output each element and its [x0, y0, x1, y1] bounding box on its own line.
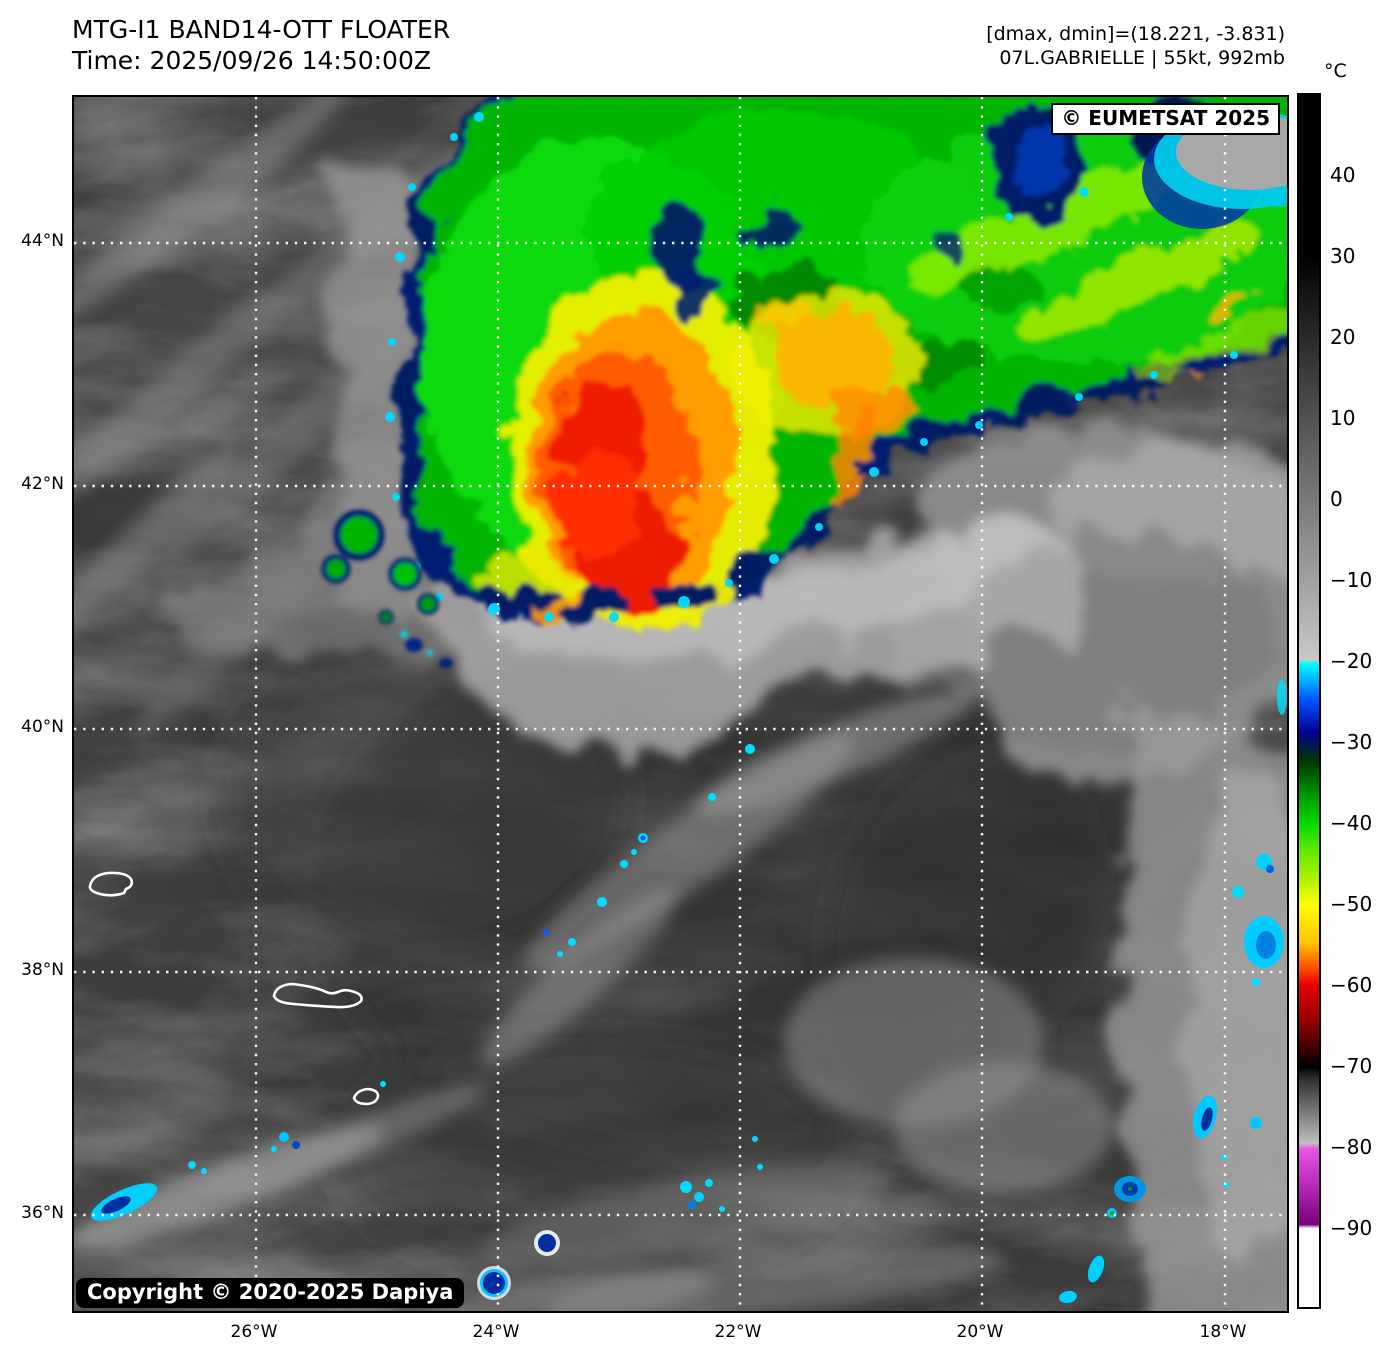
satellite-image	[74, 97, 1287, 1311]
island-outlines	[88, 871, 380, 1106]
cyan-rim-dots	[385, 112, 1238, 622]
colorbar-tick-40: 40	[1330, 163, 1356, 187]
cold-speckles	[90, 679, 1287, 1304]
lat-label-40n: 40°N	[21, 717, 64, 737]
satellite-map: © EUMETSAT 2025 Copyright © 2020-2025 Da…	[72, 95, 1289, 1313]
island-outline-3	[352, 1087, 380, 1106]
colorbar-tick-m10: −10	[1330, 568, 1373, 592]
eumetsat-watermark: © EUMETSAT 2025	[1051, 103, 1280, 135]
secondary-warm-tops	[724, 282, 914, 497]
lat-label-38n: 38°N	[21, 960, 64, 980]
cold-cloud-shield	[384, 97, 1287, 624]
colorbar-tick-m60: −60	[1330, 973, 1373, 997]
colorbar-tick-m90: −90	[1330, 1216, 1373, 1240]
copyright-badge: Copyright © 2020-2025 Dapiya	[76, 1278, 465, 1308]
speckle-cluster-southwest	[90, 1132, 300, 1221]
lon-label-24w: 24°W	[472, 1322, 520, 1342]
colorbar-tick-0: 0	[1330, 487, 1343, 511]
lon-label-26w: 26°W	[230, 1322, 278, 1342]
deep-convection-core	[476, 260, 766, 624]
colorbar-tick-m70: −70	[1330, 1054, 1373, 1078]
colorbar-tick-20: 20	[1330, 325, 1356, 349]
spiral-cloud-band	[74, 690, 1114, 1311]
lon-label-18w: 18°W	[1199, 1322, 1247, 1342]
header-right: [dmax, dmin]=(18.221, -3.831) 07L.GABRIE…	[986, 22, 1285, 70]
temperature-colorbar	[1297, 93, 1321, 1309]
storm-info: 07L.GABRIELLE | 55kt, 992mb	[999, 47, 1285, 69]
island-outline-2	[272, 982, 363, 1009]
header-titles: MTG-I1 BAND14-OTT FLOATER Time: 2025/09/…	[72, 14, 450, 76]
speckle-cluster-east	[1059, 679, 1287, 1304]
colorbar-tick-10: 10	[1330, 406, 1356, 430]
detached-convective-cells	[321, 509, 453, 668]
lat-label-42n: 42°N	[21, 474, 64, 494]
range-info: [dmax, dmin]=(18.221, -3.831)	[986, 23, 1285, 45]
colorbar-tick-30: 30	[1330, 244, 1356, 268]
colorbar-unit: °C	[1324, 60, 1347, 82]
lat-label-36n: 36°N	[21, 1203, 64, 1223]
colorbar-tick-m80: −80	[1330, 1135, 1373, 1159]
speckle-cluster-south	[477, 1136, 763, 1300]
product-title: MTG-I1 BAND14-OTT FLOATER	[72, 15, 451, 44]
lat-label-44n: 44°N	[21, 231, 64, 251]
lon-label-20w: 20°W	[956, 1322, 1004, 1342]
colorbar-tick-m30: −30	[1330, 730, 1373, 754]
timestamp: Time: 2025/09/26 14:50:00Z	[72, 46, 431, 75]
colorbar-tick-m50: −50	[1330, 892, 1373, 916]
lon-label-22w: 22°W	[714, 1322, 762, 1342]
colorbar-tick-m40: −40	[1330, 811, 1373, 835]
colorbar-tick-m20: −20	[1330, 649, 1373, 673]
island-outline-1	[88, 871, 134, 897]
